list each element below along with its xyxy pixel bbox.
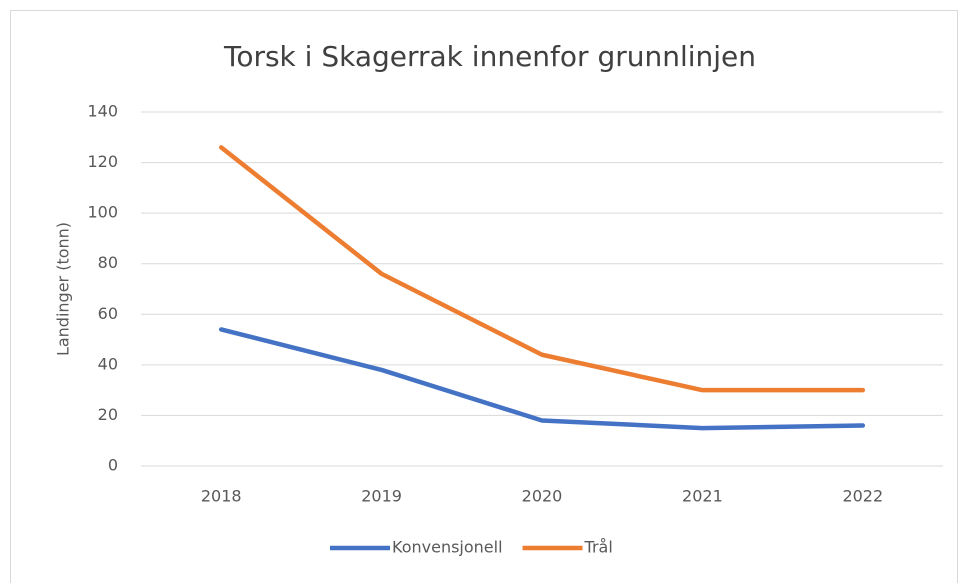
x-tick-label: 2022 [842,487,883,506]
y-tick-label: 0 [108,456,118,475]
legend-label: Konvensjonell [392,538,503,557]
x-tick-label: 2018 [201,487,242,506]
y-tick-label: 60 [98,304,118,323]
y-tick-label: 40 [98,354,118,373]
chart-title: Torsk i Skagerrak innenfor grunnlinjen [223,40,756,73]
x-tick-label: 2020 [522,487,563,506]
legend-label: Trål [584,538,613,557]
y-tick-label: 100 [87,203,118,222]
series-line [218,145,866,393]
x-tick-label: 2019 [361,487,402,506]
y-tick-label: 80 [98,253,118,272]
y-tick-label: 20 [98,405,118,424]
y-axis-label: Landinger (tonn) [54,222,73,356]
x-tick-label: 2021 [682,487,723,506]
y-tick-label: 140 [87,102,118,121]
chart-frame [10,10,958,583]
series-line [218,327,866,431]
y-tick-label: 120 [87,152,118,171]
